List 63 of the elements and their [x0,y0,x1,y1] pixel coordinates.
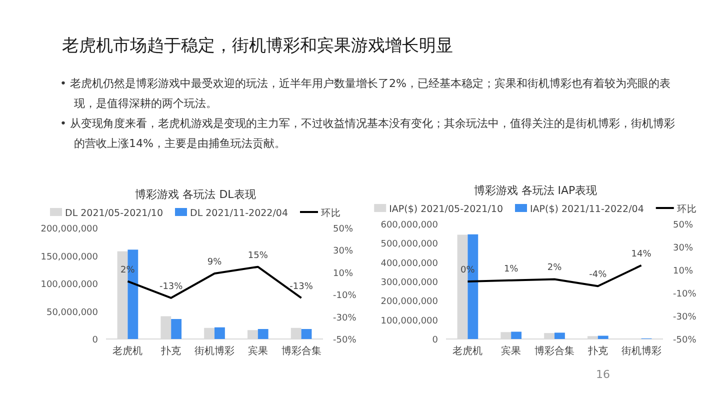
bar [598,336,608,339]
y-tick-label: 500,000,000 [380,240,438,250]
data-label: 2% [547,263,562,274]
y-tick-label: 150,000,000 [40,252,98,262]
x-tick-label: 扑克 [160,345,182,357]
data-label: -4% [589,270,608,280]
y2-tick-label: 10% [333,268,354,279]
bar [171,319,182,339]
x-tick-label: 扑克 [586,345,608,357]
bar [301,329,312,339]
y-tick-label: 200,000,000 [380,297,438,308]
data-label: 1% [504,264,519,274]
legend-label: DL 2021/05-2021/10 [65,208,163,219]
y2-tick-label: -50% [333,336,357,346]
y2-tick-label: -50% [673,336,697,346]
legend-label: 环比 [321,207,341,219]
data-label: 2% [120,265,136,276]
y-tick-label: 100,000,000 [40,280,98,290]
y2-tick-label: 30% [673,244,694,254]
text: • 老虎机仍然是博彩游戏中最受欢迎的玩法，近半年用户数量增长了2%，已经基本稳定；宾果和街机博彩也有着较为亮眼的表现，是值得深耕的两个玩法。 [60,76,672,112]
chart-title: 博彩游戏 各玩法 IAP表现 [474,184,598,197]
data-label: 9% [207,258,222,268]
data-label: -13% [290,282,314,292]
data-label: 0% [460,266,476,276]
y2-tick-label: 50% [673,220,694,230]
y2-tick-label: -10% [673,290,697,300]
data-label: 15% [248,250,268,261]
legend-label: DL 2021/11-2022/04 [190,208,288,219]
x-tick-label: 宾果 [248,345,268,357]
legend-label: IAP($) 2021/05-2021/10 [389,204,503,215]
y2-tick-label: 10% [673,266,694,276]
y-tick-label: 0 [432,336,438,346]
text: • 从变现角度来看，老虎机游戏是变现的主力军，不过收益情况基本没有变化；其余玩法中，值得关注的是街机博彩，街机博彩的营收上涨14%，主要是由捕鱼玩法贡献。 [60,116,676,152]
legend-label: 环比 [676,203,697,215]
y-tick-label: 100,000,000 [380,316,438,326]
bar [214,327,225,339]
chart-title: 博彩游戏 各玩法 DL表现 [135,188,256,201]
x-tick-label: 老虎机 [452,345,483,357]
x-tick-label: 老虎机 [112,345,143,357]
text: 16 [596,368,610,381]
y-tick-label: 0 [92,336,98,346]
bar [258,329,268,339]
bar [511,332,522,339]
y-tick-label: 50,000,000 [46,308,98,318]
legend-label: IAP($) 2021/11-2022/04 [530,204,644,215]
y2-tick-label: 30% [333,246,354,257]
x-tick-label: 街机博彩 [194,345,234,357]
data-label: -13% [159,282,184,292]
y2-tick-label: -30% [333,313,357,324]
text: 老虎机市场趋于稳定，街机博彩和宾果游戏增长明显 [62,35,453,57]
y-tick-label: 600,000,000 [380,220,438,230]
x-tick-label: 博彩合集 [281,345,322,357]
y-tick-label: 200,000,000 [40,224,98,234]
y-tick-label: 300,000,000 [380,278,438,288]
x-tick-label: 宾果 [501,345,522,357]
x-tick-label: 博彩合集 [534,345,574,357]
y2-tick-label: -30% [673,312,697,322]
y2-tick-label: -10% [333,291,357,302]
data-label: 14% [631,249,652,260]
y-tick-label: 400,000,000 [380,258,438,269]
bar [554,332,565,339]
y2-tick-label: 50% [333,224,354,234]
x-tick-label: 街机博彩 [621,345,662,357]
